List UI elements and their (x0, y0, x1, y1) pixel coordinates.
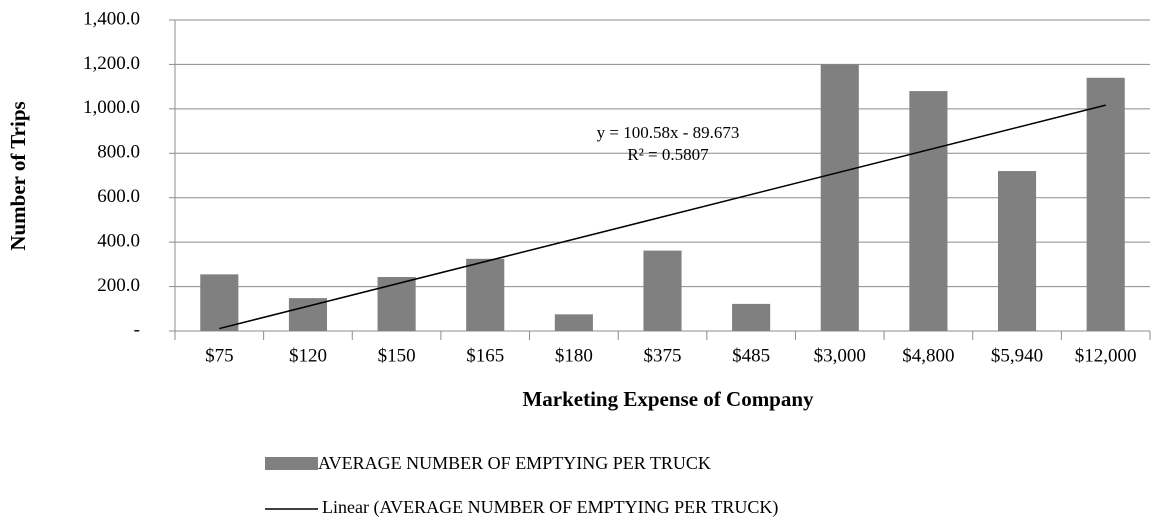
bar (200, 274, 239, 331)
y-tick-label: 800.0 (97, 142, 140, 163)
bar (554, 314, 593, 331)
x-tick-label: $5,940 (991, 345, 1043, 366)
legend-label: AVERAGE NUMBER OF EMPTYING PER TRUCK (318, 453, 711, 473)
x-tick-label: $165 (466, 345, 504, 366)
x-tick-label: $375 (644, 345, 682, 366)
bar (820, 64, 859, 331)
y-axis-label: Number of Trips (6, 101, 30, 250)
bar (997, 171, 1037, 331)
x-tick-label: $4,800 (902, 345, 954, 366)
trendline-equation: y = 100.58x - 89.673 (597, 123, 740, 142)
trendline (219, 104, 1106, 330)
bar (466, 258, 505, 331)
bar (732, 303, 771, 331)
x-tick-label: $150 (378, 345, 416, 366)
y-tick-label: 400.0 (97, 231, 140, 252)
x-tick-label: $120 (289, 345, 327, 366)
legend-label: Linear (AVERAGE NUMBER OF EMPTYING PER T… (322, 497, 778, 518)
y-tick-label: - (134, 319, 140, 340)
bar (1086, 77, 1125, 331)
x-tick-label: $485 (732, 345, 770, 366)
y-tick-label: 200.0 (97, 275, 140, 296)
y-tick-label: 600.0 (97, 186, 140, 207)
bar (377, 277, 416, 331)
x-tick-label: $3,000 (814, 345, 866, 366)
y-tick-label: 1,400.0 (83, 8, 140, 29)
x-tick-label: $75 (205, 345, 234, 366)
y-tick-label: 1,200.0 (83, 53, 140, 74)
legend-swatch (265, 457, 318, 470)
x-tick-label: $180 (555, 345, 593, 366)
x-axis-label: Marketing Expense of Company (522, 387, 814, 411)
bar (643, 250, 682, 331)
y-tick-label: 1,000.0 (83, 97, 140, 118)
bar (909, 91, 948, 331)
trendline-r2: R² = 0.5807 (627, 145, 709, 164)
x-tick-label: $12,000 (1075, 345, 1137, 366)
